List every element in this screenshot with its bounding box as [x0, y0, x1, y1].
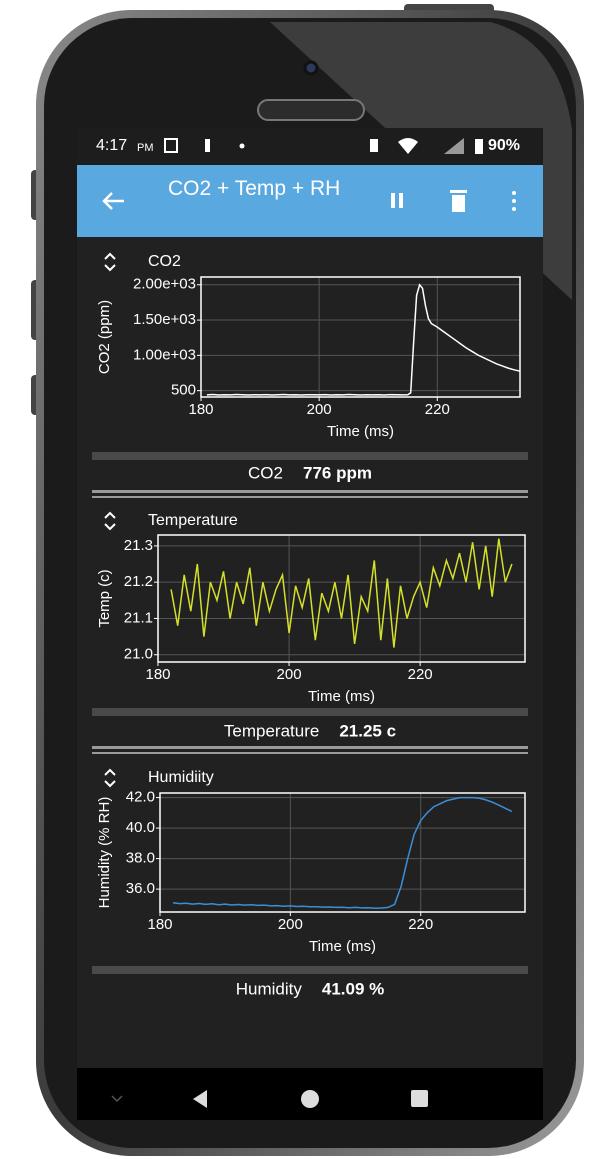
x-tick-label: 180	[188, 401, 213, 418]
status-battery: 90%	[488, 137, 520, 154]
x-tick-label: 180	[147, 916, 172, 933]
nav-back[interactable]	[193, 1090, 207, 1108]
chart-title: Humidiity	[148, 769, 214, 786]
plot-frame	[157, 534, 526, 663]
status-ampm: PM	[137, 142, 154, 154]
signal-icon	[444, 138, 464, 154]
y-tick-label: 500	[171, 382, 196, 399]
data-line	[206, 283, 521, 396]
y-tick-label: 21.3	[124, 537, 153, 554]
x-tick-label: 220	[408, 666, 433, 683]
nav-recents[interactable]	[411, 1090, 428, 1107]
x-axis-label: Time (ms)	[308, 688, 375, 705]
vibrate-icon	[370, 139, 378, 152]
divider	[92, 452, 528, 460]
readout-value: 776 ppm	[303, 463, 372, 482]
divider	[92, 746, 528, 749]
x-tick-label: 200	[307, 401, 332, 418]
divider	[92, 752, 528, 754]
status-icon	[164, 138, 178, 153]
y-axis-label: Humidity (% RH)	[96, 797, 113, 909]
divider	[92, 490, 528, 493]
back-button[interactable]	[102, 192, 124, 210]
app-title: CO2 + Temp + RH	[168, 177, 341, 200]
y-tick-label: 36.0	[126, 880, 155, 897]
divider	[92, 496, 528, 498]
collapse-icon	[104, 511, 116, 531]
nav-down[interactable]	[111, 1095, 123, 1103]
pause-button[interactable]	[391, 193, 403, 208]
readout-value: 41.09 %	[322, 979, 384, 998]
x-tick-label: 200	[278, 916, 303, 933]
nav-home[interactable]	[301, 1090, 319, 1108]
divider	[92, 966, 528, 974]
y-axis-label: CO2 (ppm)	[96, 300, 113, 374]
divider	[92, 708, 528, 716]
y-tick-label: 1.50e+03	[133, 311, 196, 328]
menu-button[interactable]	[512, 191, 516, 211]
readout-label: Humidity	[236, 979, 303, 998]
status-bar	[77, 128, 543, 165]
x-tick-label: 180	[145, 666, 170, 683]
y-tick-label: 38.0	[126, 850, 155, 867]
app-title-box: CO2 + Temp + RH	[168, 177, 341, 200]
speaker	[257, 99, 365, 121]
y-tick-label: 1.00e+03	[133, 346, 196, 363]
x-tick-label: 200	[277, 666, 302, 683]
readout-value: 21.25 c	[339, 721, 396, 740]
collapse-icon	[104, 252, 116, 272]
x-tick-label: 220	[408, 916, 433, 933]
y-tick-label: 21.0	[124, 646, 153, 663]
x-axis-label: Time (ms)	[309, 938, 376, 955]
x-axis-label: Time (ms)	[327, 423, 394, 440]
delete-button[interactable]	[450, 190, 467, 212]
y-tick-label: 42.0	[126, 789, 155, 806]
y-tick-label: 40.0	[126, 819, 155, 836]
data-line	[170, 538, 513, 648]
x-tick-label: 220	[425, 401, 450, 418]
chart-title: Temperature	[148, 512, 238, 529]
collapse-icon	[104, 768, 116, 788]
readout-label: CO2	[248, 463, 283, 482]
status-time: 4:17	[96, 137, 127, 154]
y-tick-label: 2.00e+03	[133, 276, 196, 293]
status-icon	[205, 139, 210, 152]
camera	[303, 60, 319, 76]
plot-frame	[200, 276, 521, 398]
app-bar	[77, 165, 543, 237]
status-icon	[239, 143, 245, 149]
plot-frame	[159, 792, 526, 913]
readout-label: Temperature	[224, 721, 319, 740]
data-line	[172, 796, 513, 909]
battery-icon	[475, 139, 483, 154]
y-tick-label: 21.2	[124, 573, 153, 590]
chart-title: CO2	[148, 253, 181, 270]
y-axis-label: Temp (c)	[96, 569, 113, 627]
y-tick-label: 21.1	[124, 609, 153, 626]
wifi-icon	[398, 138, 418, 154]
